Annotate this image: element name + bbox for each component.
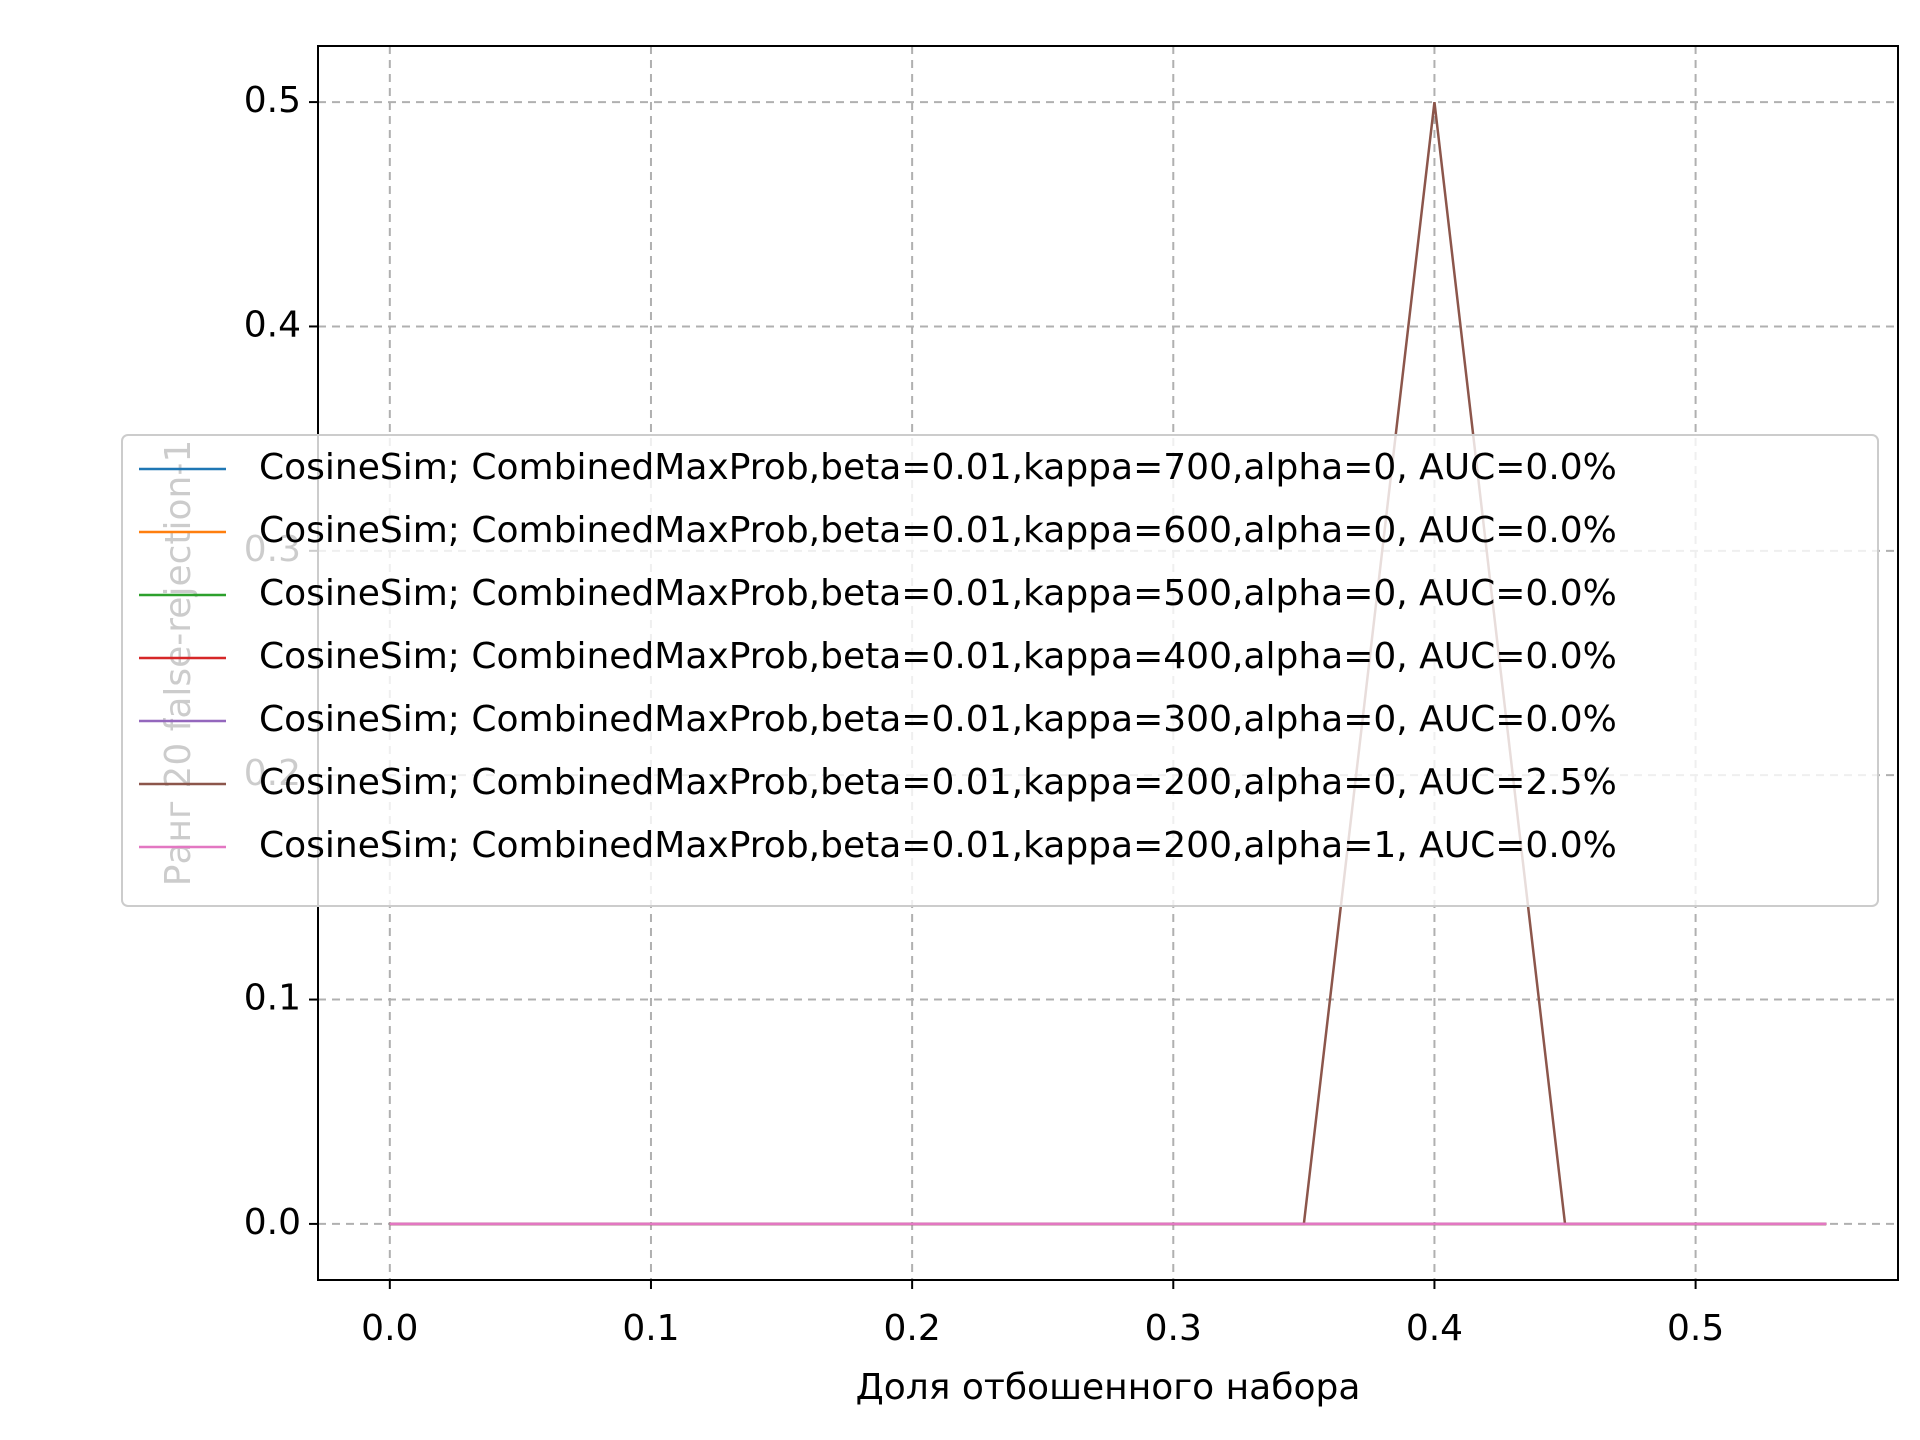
y-tick-label: 0.0 bbox=[244, 1202, 301, 1243]
legend-box bbox=[121, 434, 1879, 907]
x-tick-label: 0.0 bbox=[361, 1308, 418, 1349]
y-tick-label: 0.1 bbox=[244, 978, 301, 1019]
x-tick-label: 0.3 bbox=[1145, 1308, 1202, 1349]
y-tick-label: 0.5 bbox=[244, 80, 301, 121]
legend-label: CosineSim; CombinedMaxProb,beta=0.01,kap… bbox=[259, 573, 1617, 614]
y-tick-label: 0.4 bbox=[244, 304, 301, 345]
x-axis-label: Доля отбошенного набора bbox=[856, 1367, 1361, 1408]
x-tick-label: 0.5 bbox=[1667, 1308, 1724, 1349]
legend-label: CosineSim; CombinedMaxProb,beta=0.01,kap… bbox=[259, 762, 1617, 803]
x-tick-label: 0.1 bbox=[622, 1308, 679, 1349]
legend-label: CosineSim; CombinedMaxProb,beta=0.01,kap… bbox=[259, 699, 1617, 740]
legend-label: CosineSim; CombinedMaxProb,beta=0.01,kap… bbox=[259, 510, 1617, 551]
x-tick-label: 0.4 bbox=[1406, 1308, 1463, 1349]
legend-label: CosineSim; CombinedMaxProb,beta=0.01,kap… bbox=[259, 825, 1617, 866]
legend-label: CosineSim; CombinedMaxProb,beta=0.01,kap… bbox=[259, 636, 1617, 677]
x-tick-label: 0.2 bbox=[883, 1308, 940, 1349]
legend-label: CosineSim; CombinedMaxProb,beta=0.01,kap… bbox=[259, 447, 1617, 488]
